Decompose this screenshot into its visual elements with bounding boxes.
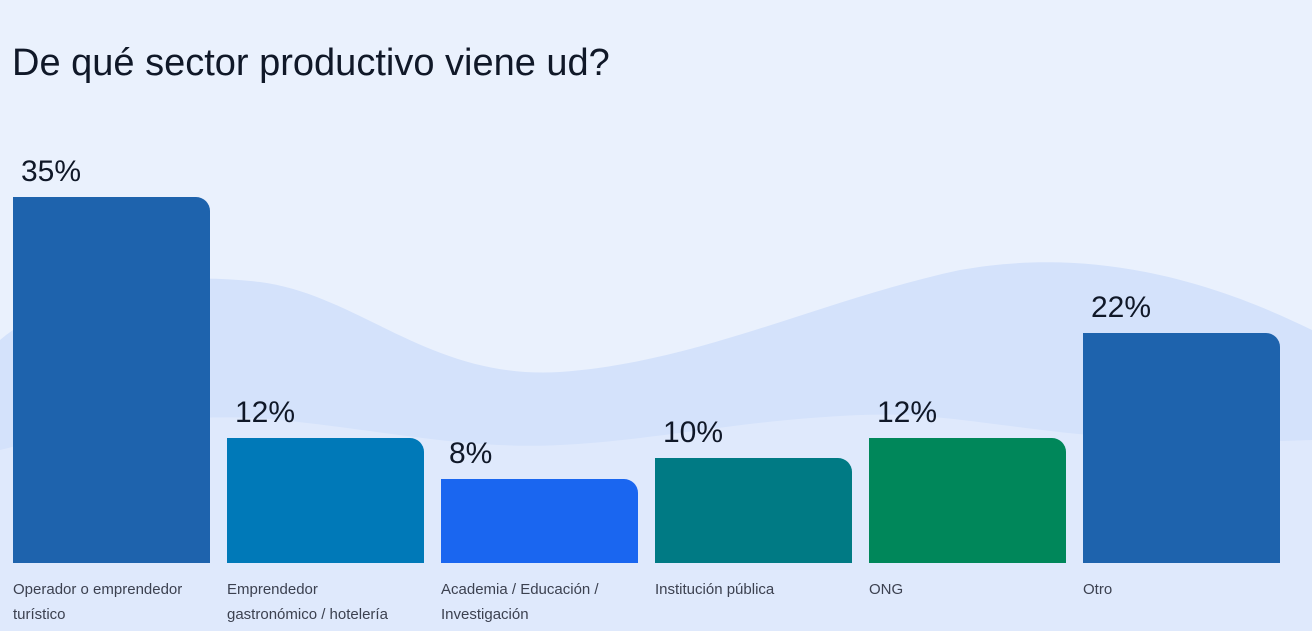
bar-2: [227, 438, 424, 563]
category-label-2-line-2: gastronómico / hotelería: [227, 606, 388, 623]
value-label-6: 22%: [1091, 291, 1152, 324]
category-label-1-line-1: Operador o emprendedor: [13, 581, 183, 598]
category-label-6-line-1: Otro: [1083, 581, 1113, 598]
bar-5: [869, 438, 1066, 563]
bar-4: [655, 458, 852, 563]
category-label-2-line-1: Emprendedor: [227, 581, 318, 598]
value-label-5: 12%: [877, 396, 938, 429]
bar-3: [441, 479, 638, 563]
bar-1: [13, 197, 210, 563]
chart-title: De qué sector productivo viene ud?: [12, 42, 610, 84]
bar-6: [1083, 333, 1280, 563]
category-label-5-line-1: ONG: [869, 581, 904, 598]
category-label-4-line-1: Institución pública: [655, 581, 775, 598]
category-label-3-line-1: Academia / Educación /: [441, 581, 599, 598]
value-label-3: 8%: [449, 437, 493, 470]
value-label-4: 10%: [663, 416, 724, 449]
value-label-2: 12%: [235, 396, 296, 429]
value-label-1: 35%: [21, 155, 82, 188]
category-label-3-line-2: Investigación: [441, 606, 529, 623]
category-label-1-line-2: turístico: [13, 606, 66, 623]
